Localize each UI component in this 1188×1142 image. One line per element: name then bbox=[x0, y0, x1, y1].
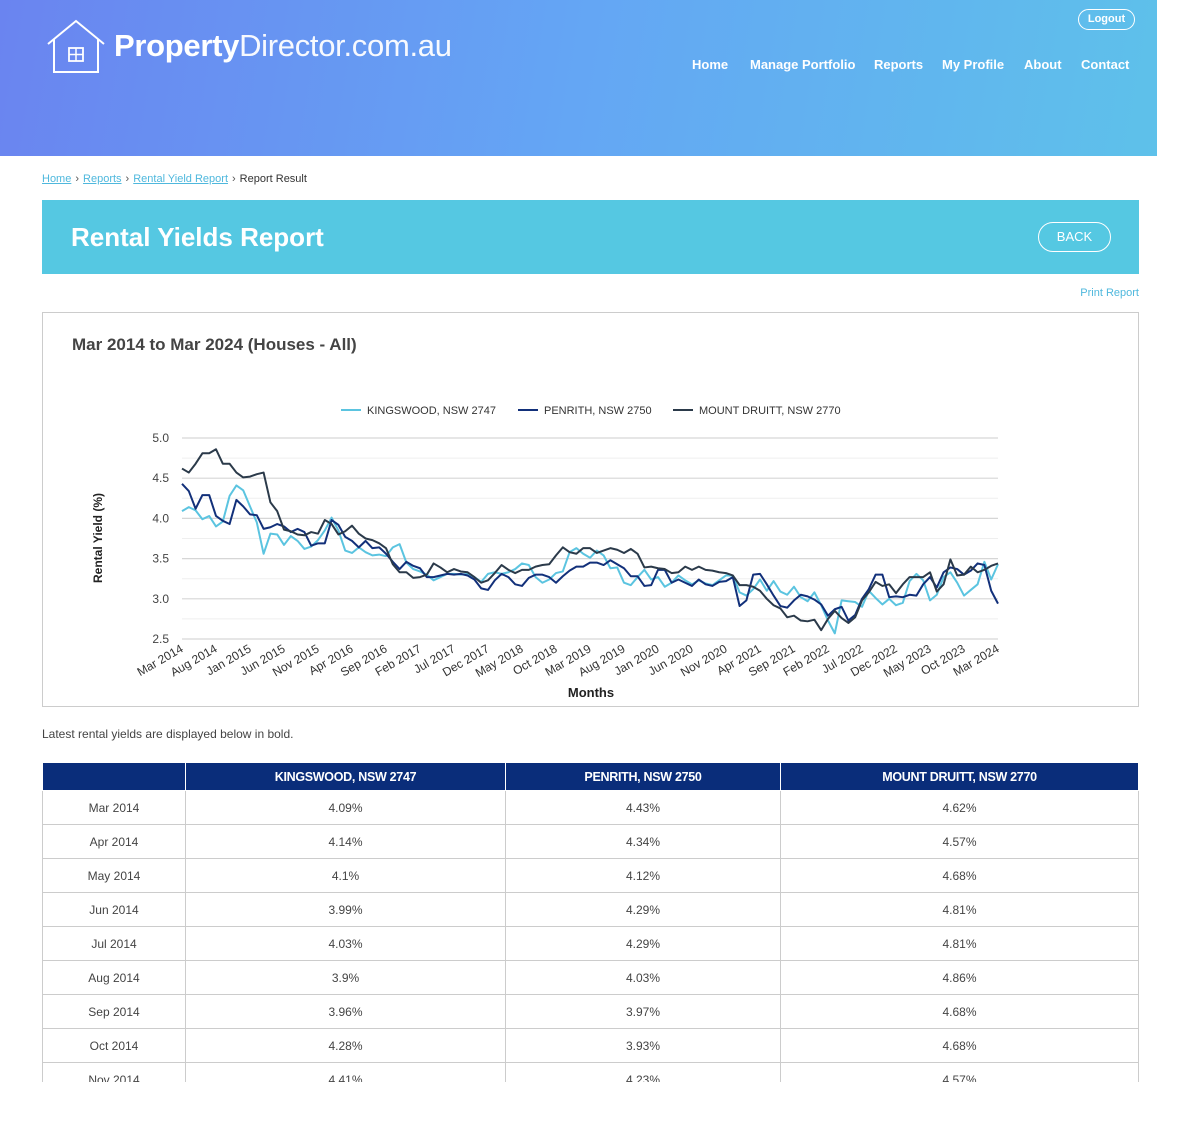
yield-cell: 3.9% bbox=[185, 960, 506, 995]
breadcrumb-rental-yield-report[interactable]: Rental Yield Report bbox=[133, 173, 228, 185]
y-tick-label: 4.0 bbox=[152, 511, 169, 525]
yield-cell: 4.03% bbox=[185, 926, 506, 961]
nav-my-profile[interactable]: My Profile bbox=[942, 57, 1005, 72]
chart-panel: Mar 2014 to Mar 2024 (Houses - All) 5.0 4… bbox=[42, 312, 1139, 707]
month-cell: Jul 2014 bbox=[42, 926, 186, 961]
table-row: Oct 2014 4.28% 3.93% 4.68% bbox=[42, 1028, 1139, 1063]
month-cell: May 2014 bbox=[42, 858, 186, 893]
chevron-right-icon: › bbox=[125, 173, 130, 185]
table-row: Apr 2014 4.14% 4.34% 4.57% bbox=[42, 824, 1139, 859]
y-tick-label: 3.5 bbox=[152, 552, 169, 566]
chevron-right-icon: › bbox=[232, 173, 236, 185]
y-tick-label: 3.0 bbox=[152, 592, 169, 606]
month-cell: Aug 2014 bbox=[42, 960, 186, 995]
table-row: Sep 2014 3.96% 3.97% 4.68% bbox=[42, 994, 1139, 1029]
col-header-penrith: PENRITH, NSW 2750 bbox=[505, 762, 781, 791]
house-icon bbox=[47, 19, 105, 73]
col-header-mount-druitt: MOUNT DRUITT, NSW 2770 bbox=[780, 762, 1139, 791]
yield-cell: 4.14% bbox=[185, 824, 506, 859]
month-cell: Jun 2014 bbox=[42, 892, 186, 927]
col-header-kingswood: KINGSWOOD, NSW 2747 bbox=[185, 762, 506, 791]
breadcrumb-home[interactable]: Home bbox=[42, 173, 72, 185]
table-note: Latest rental yields are displayed below… bbox=[42, 727, 294, 741]
yield-cell: 3.99% bbox=[185, 892, 506, 927]
page-title: Rental Yields Report bbox=[71, 222, 324, 252]
logo[interactable]: PropertyDirector.com.au bbox=[46, 18, 452, 74]
yield-cell: 3.93% bbox=[505, 1028, 781, 1063]
legend-label: MOUNT DRUITT, NSW 2770 bbox=[699, 405, 841, 417]
y-axis-label: Rental Yield (%) bbox=[91, 493, 105, 583]
series-line-penrith bbox=[181, 483, 999, 622]
table-row: Mar 2014 4.09% 4.43% 4.62% bbox=[42, 790, 1139, 825]
month-cell: Apr 2014 bbox=[42, 824, 186, 859]
table-row: Jul 2014 4.03% 4.29% 4.81% bbox=[42, 926, 1139, 961]
yield-cell: 4.68% bbox=[780, 994, 1139, 1029]
yield-cell: 4.29% bbox=[505, 926, 781, 961]
logo-bold: Property bbox=[114, 28, 240, 63]
month-cell: Sep 2014 bbox=[42, 994, 186, 1029]
nav-contact[interactable]: Contact bbox=[1081, 57, 1130, 72]
yield-cell: 4.03% bbox=[505, 960, 781, 995]
legend-label: KINGSWOOD, NSW 2747 bbox=[367, 405, 496, 417]
breadcrumb: Home › Reports › Rental Yield Report › Report … bbox=[42, 173, 307, 185]
yield-cell: 4.34% bbox=[505, 824, 781, 859]
nav-manage-portfolio[interactable]: Manage Portfolio bbox=[750, 57, 856, 72]
month-cell: Mar 2014 bbox=[42, 790, 186, 825]
yield-cell: 4.86% bbox=[780, 960, 1139, 995]
series-line-kingswood bbox=[181, 484, 999, 635]
yield-cell: 4.1% bbox=[185, 858, 506, 893]
chevron-right-icon: › bbox=[75, 173, 80, 185]
yield-cell: 4.68% bbox=[780, 858, 1139, 893]
logout-button[interactable]: Logout bbox=[1078, 9, 1135, 30]
yield-cell: 4.81% bbox=[780, 926, 1139, 961]
table-row: May 2014 4.1% 4.12% 4.68% bbox=[42, 858, 1139, 893]
nav-home[interactable]: Home bbox=[692, 57, 729, 72]
yield-cell: 4.29% bbox=[505, 892, 781, 927]
site-header: PropertyDirector.com.au Logout Home Mana… bbox=[0, 0, 1157, 156]
page-banner: Rental Yields Report BACK bbox=[42, 200, 1139, 274]
table-row: Jun 2014 3.99% 4.29% 4.81% bbox=[42, 892, 1139, 927]
back-button[interactable]: BACK bbox=[1038, 222, 1111, 252]
table-row: Aug 2014 3.9% 4.03% 4.86% bbox=[42, 960, 1139, 995]
yield-cell: 4.62% bbox=[780, 790, 1139, 825]
yield-cell: 4.12% bbox=[505, 858, 781, 893]
yield-cell: 3.96% bbox=[185, 994, 506, 1029]
month-cell: Oct 2014 bbox=[42, 1028, 186, 1063]
x-axis-label: Months bbox=[568, 685, 614, 700]
yield-table: KINGSWOOD, NSW 2747 PENRITH, NSW 2750 MO… bbox=[42, 762, 1139, 1097]
yield-cell: 4.57% bbox=[780, 824, 1139, 859]
yield-cell: 3.97% bbox=[505, 994, 781, 1029]
yield-cell: 4.81% bbox=[780, 892, 1139, 927]
nav-reports[interactable]: Reports bbox=[874, 57, 924, 72]
y-tick-label: 5.0 bbox=[152, 431, 169, 445]
y-tick-label: 2.5 bbox=[152, 632, 169, 646]
col-header-month bbox=[42, 762, 186, 791]
print-report-link[interactable]: Print Report bbox=[1080, 287, 1139, 299]
breadcrumb-reports[interactable]: Reports bbox=[83, 173, 122, 185]
yield-cell: 4.09% bbox=[185, 790, 506, 825]
nav-about[interactable]: About bbox=[1024, 57, 1062, 72]
chart-title: Mar 2014 to Mar 2024 (Houses - All) bbox=[72, 335, 357, 354]
yield-cell: 4.28% bbox=[185, 1028, 506, 1063]
yield-cell: 4.68% bbox=[780, 1028, 1139, 1063]
breadcrumb-current: Report Result bbox=[239, 173, 307, 185]
page-fold bbox=[0, 1082, 1188, 1142]
y-tick-label: 4.5 bbox=[152, 471, 169, 485]
series-line-mount-druitt bbox=[181, 448, 999, 632]
logo-light: Director.com.au bbox=[239, 28, 452, 63]
legend-label: PENRITH, NSW 2750 bbox=[544, 405, 652, 417]
yield-cell: 4.43% bbox=[505, 790, 781, 825]
